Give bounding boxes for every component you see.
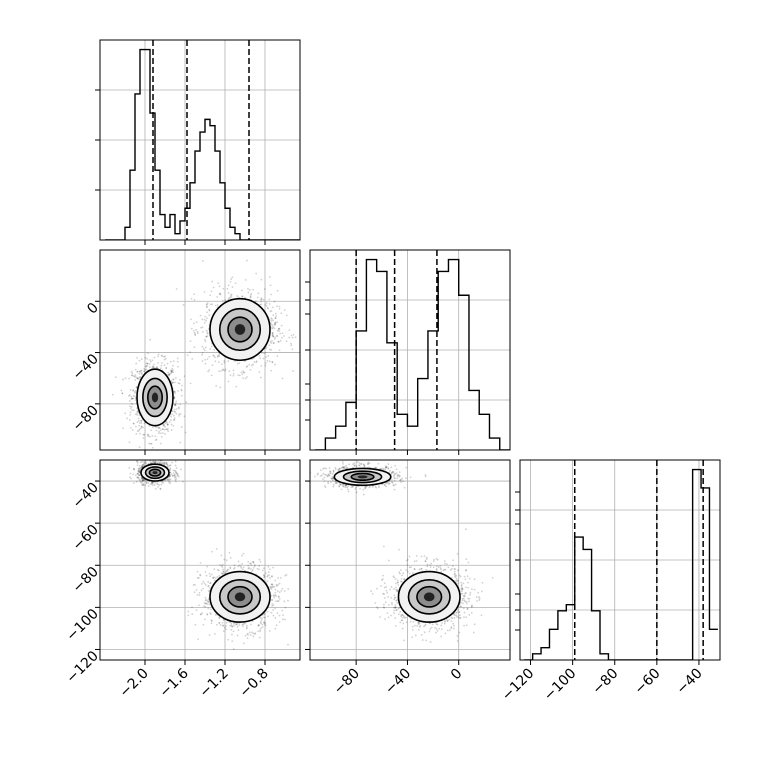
density-contour-2-0-0-3: [152, 471, 158, 475]
histogram-0: [105, 48, 300, 240]
x-tick-label-0-2: −1.2: [196, 666, 231, 701]
y-tick-label-1-0: 0: [84, 300, 102, 318]
y-tick-label-2-0: −40: [70, 480, 102, 512]
density-contour-1-0-1-3: [234, 324, 246, 335]
panel-frame-2-1: [309, 459, 511, 661]
y-tick-label-2-4: −120: [63, 648, 102, 687]
x-tick-label-2-3: −60: [631, 666, 663, 698]
x-tick-label-0-0: −2.0: [116, 666, 151, 701]
y-tick-label-2-1: −60: [70, 522, 102, 554]
scatter-panel-1-0: [111, 259, 297, 449]
y-tick-label-2-3: −100: [63, 606, 102, 645]
density-contour-2-1-0-3: [357, 475, 368, 479]
x-tick-label-2-0: −120: [499, 666, 538, 705]
y-tick-label-1-1: −40: [70, 351, 102, 383]
x-tick-label-0-3: −0.8: [236, 666, 271, 701]
density-contour-2-1-1-3: [423, 592, 435, 602]
x-tick-label-1-2: 0: [448, 666, 466, 684]
panel-frame-2-0: [99, 459, 301, 661]
scatter-panel-2-1: [310, 460, 494, 643]
density-contour-2-0-1-3: [234, 592, 246, 602]
panel-frame-1-0: [99, 249, 301, 451]
x-tick-label-2-2: −80: [589, 666, 621, 698]
histogram-2: [524, 468, 718, 660]
y-tick-label-2-2: −80: [70, 564, 102, 596]
histogram-1: [315, 258, 510, 450]
density-contour-1-0-0-3: [151, 392, 159, 403]
scatter-panel-2-0: [128, 460, 290, 651]
panel-frame-0-0: [99, 39, 301, 241]
x-tick-label-0-1: −1.6: [156, 665, 191, 700]
y-tick-label-1-2: −80: [70, 402, 102, 434]
x-tick-label-1-1: −40: [382, 666, 414, 698]
x-tick-label-2-1: −100: [541, 666, 580, 705]
x-tick-label-1-0: −80: [331, 666, 363, 698]
x-tick-label-2-4: −40: [674, 666, 706, 698]
